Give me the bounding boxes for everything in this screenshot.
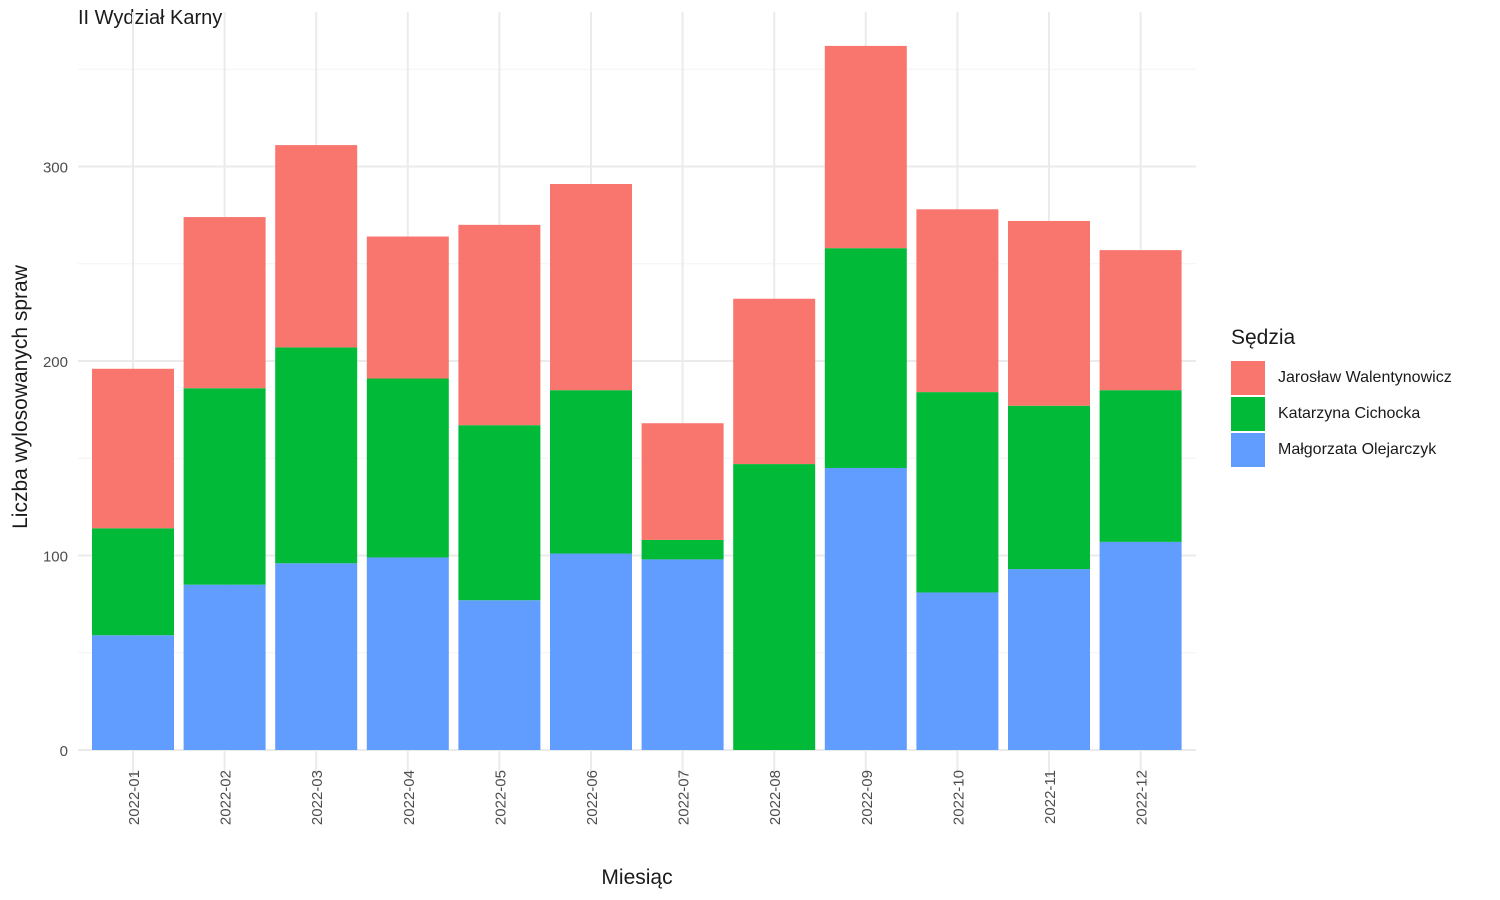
bar-segment [641,559,724,750]
y-tick-label: 300 [43,160,68,177]
bar-segment [916,592,999,750]
bar-segment [183,388,266,585]
x-axis-label: Miesiąc [601,866,673,889]
legend-swatch-malgorzata-olejarczyk [1231,433,1265,467]
x-tick-label: 2022-06 [584,770,601,825]
bar-segment [275,145,358,348]
bar-segment [92,368,174,529]
bar-segment [550,553,632,750]
bar-segment [458,425,541,601]
bar-segment [1099,541,1182,750]
x-tick-label: 2022-11 [1042,770,1059,824]
y-tick-label: 0 [60,743,68,760]
x-tick-label: 2022-04 [401,770,418,825]
bar-segment [824,248,907,468]
bar-segment [275,347,358,564]
x-tick-label: 2022-02 [218,770,235,825]
legend-label-jaroslaw-walentynowicz: Jarosław Walentynowicz [1278,369,1452,386]
bar-segment [1099,390,1182,542]
x-tick-label: 2022-07 [676,770,693,825]
bar-segment [366,378,449,558]
legend-item-malgorzata-olejarczyk: Małgorzata Olejarczyk [1231,432,1493,468]
x-tick-label: 2022-03 [309,770,326,825]
bar-segment [458,224,541,426]
legend-label-katarzyna-cichocka: Katarzyna Cichocka [1278,405,1421,422]
bar-segment [1008,569,1090,750]
bar-segment [824,467,907,750]
x-tick-label: 2022-05 [492,770,509,825]
bar-segment [550,390,632,554]
bar-segment [733,298,816,465]
legend-swatch-jaroslaw-walentynowicz [1231,361,1265,395]
bar-segment [824,45,907,249]
x-tick-label: 2022-09 [859,770,876,825]
x-tick-label: 2022-12 [1134,770,1151,825]
chart-title: II Wydział Karny [78,7,223,29]
bar-segment [92,528,174,636]
bar-segment [916,392,999,593]
y-tick-label: 100 [43,549,68,566]
bar-segment [550,184,632,391]
bar-segment [641,539,724,560]
y-axis-label: Liczba wylosowanych spraw [9,265,32,529]
x-tick-label: 2022-01 [126,770,143,825]
legend-item-jaroslaw-walentynowicz: Jarosław Walentynowicz [1231,360,1493,396]
bar-segment [366,236,449,379]
bar-segment [1099,250,1182,391]
bar-segment [275,563,358,750]
bar-segment [641,423,724,540]
bar-segment [733,464,816,750]
legend-label-malgorzata-olejarczyk: Małgorzata Olejarczyk [1278,441,1437,458]
bar-segment [92,635,174,750]
legend-swatch-katarzyna-cichocka [1231,397,1265,431]
bar-segment [183,584,266,750]
y-tick-label: 200 [43,354,68,371]
bar-segment [1008,220,1090,406]
legend-item-katarzyna-cichocka: Katarzyna Cichocka [1231,396,1493,432]
legend: Sędzia Jarosław Walentynowicz Katarzyna … [1231,326,1493,468]
bar-segment [366,557,449,750]
bar-segment [1008,405,1090,570]
x-tick-label: 2022-10 [950,770,967,825]
bar-segment [916,209,999,393]
bar-segment [183,217,266,389]
x-tick-label: 2022-08 [767,770,784,825]
bar-segment [458,600,541,750]
legend-title: Sędzia [1231,326,1296,349]
